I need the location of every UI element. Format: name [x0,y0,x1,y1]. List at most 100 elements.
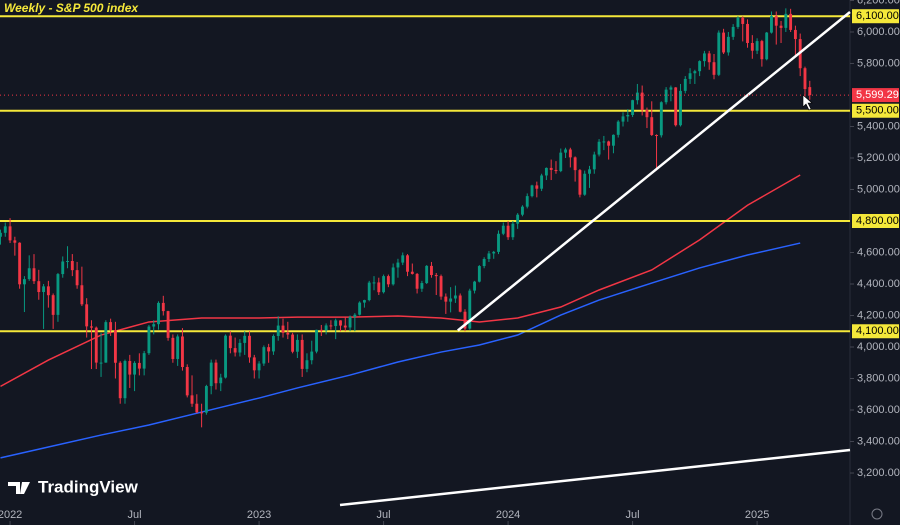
candle-body [75,270,79,286]
candle-body [449,298,453,302]
candle-body [166,311,170,338]
candle-body [659,102,663,136]
candle-body [0,232,2,237]
candle-body [425,265,429,284]
candle-body [808,87,812,96]
y-tick-label: 4,000.00 [857,341,900,353]
candle-body [415,273,419,289]
candle-body [564,149,567,153]
candle-body [693,71,697,74]
candle-body [702,53,706,62]
candle-body [746,23,749,44]
candle-body [540,175,544,189]
candle-body [334,320,338,327]
candle-body [731,26,735,37]
x-tick-label: 2023 [247,509,271,521]
candle-body [482,258,486,267]
candle-body [525,196,529,207]
y-tick-label: 4,600.00 [857,246,900,258]
candle-body [406,255,409,272]
candle-body [463,311,467,329]
candle-body [789,13,793,30]
candle-body [535,185,539,189]
candle-body [329,325,333,327]
candle-body [358,302,362,315]
plot [0,8,851,507]
candle-body [559,152,563,172]
trendline [457,11,851,332]
candle-body [80,285,84,305]
candle-body [410,271,414,274]
candle-body [492,251,496,254]
candle-body [161,302,165,312]
candle-body [262,347,266,364]
candle-body [295,339,299,352]
candle-body [679,90,682,126]
candle-body [444,296,448,302]
candle-body [214,362,218,384]
candle-body [209,362,213,387]
level-label: 4,800.00 [856,215,899,227]
candle-body [736,17,740,27]
candle-body [61,261,65,275]
level-label-box [852,324,899,339]
candle-body [516,214,520,224]
candle-body [664,89,668,103]
candle-body [396,262,400,268]
x-tick-label: 2022 [0,509,22,521]
candle-body [477,266,481,282]
candle-body [434,275,438,277]
candle-body [348,316,352,328]
candle-body [8,226,12,241]
candle-body [726,36,730,53]
y-tick-label: 5,400.00 [857,120,900,132]
candle-body [171,337,175,359]
candle-body [674,87,678,126]
candle-body [310,351,314,361]
settings-icon[interactable] [871,508,883,520]
y-tick-label: 3,200.00 [857,467,900,479]
logo-text: TradingView [38,477,139,496]
candle-body [181,336,184,368]
candle-body [602,141,606,143]
candle-body [750,43,754,51]
candle-body [204,386,208,413]
candle-body [185,367,189,396]
candle-body [22,279,26,285]
candle-body [607,141,611,146]
level-label: 4,100.00 [856,325,899,337]
candle-body [56,274,60,315]
candle-body [645,109,649,118]
candle-body [688,73,692,79]
level-label: 5,500.00 [856,105,899,117]
candle-body [233,348,237,353]
candle-body [549,167,553,170]
candle-body [793,29,797,40]
candle-body [453,295,457,299]
candle-body [343,325,347,328]
candle-body [774,16,778,26]
candle-body [784,13,788,28]
candle-body [85,304,89,327]
candle-body [707,53,711,63]
candle-body [272,335,275,352]
candle-body [377,282,381,293]
y-tick-label: 6,200.00 [857,0,900,6]
candle-body [32,268,36,282]
candle-body [640,92,644,110]
candle-body [765,32,769,60]
candle-body [252,357,256,371]
x-tick-label: Jul [128,509,142,521]
moving-average [0,242,801,459]
candle-body [650,117,654,135]
candle-body [109,322,113,330]
y-tick-label: 3,800.00 [857,372,900,384]
candle-body [588,169,591,174]
x-tick-label: 2025 [745,509,769,521]
candle-body [286,332,290,335]
candle-body [27,268,31,280]
candle-body [573,157,577,171]
candle-body [66,261,69,263]
